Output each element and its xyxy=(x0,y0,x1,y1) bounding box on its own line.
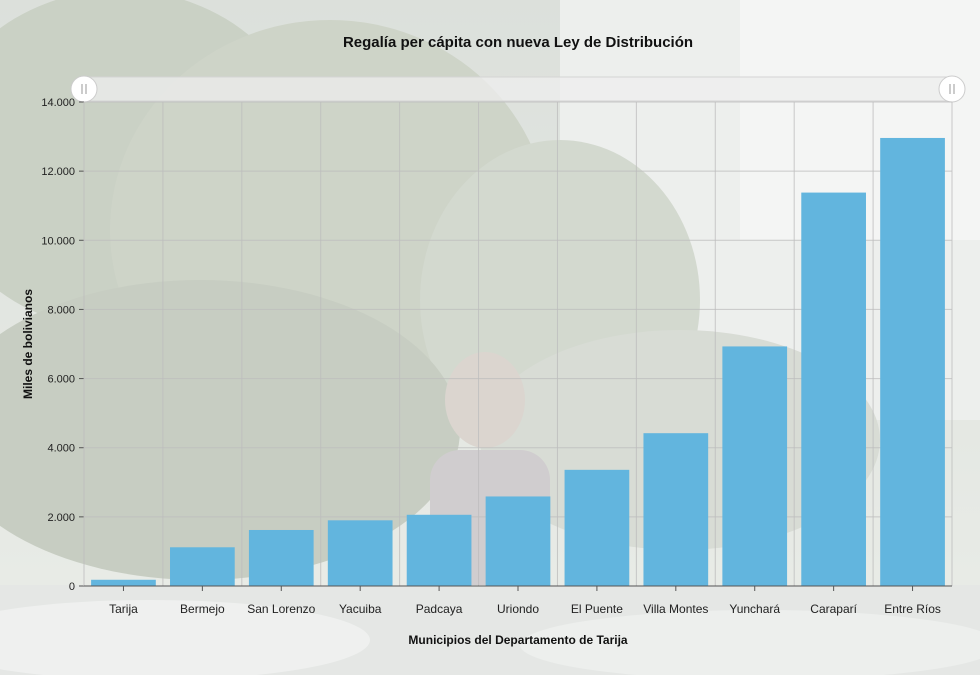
bar[interactable] xyxy=(564,469,630,586)
y-axis-title: Miles de bolivianos xyxy=(21,289,35,399)
bar[interactable] xyxy=(722,346,788,586)
scrollbar-track[interactable] xyxy=(83,76,953,102)
y-tick-label: 4.000 xyxy=(47,443,75,455)
bar[interactable] xyxy=(327,520,393,586)
x-tick-label: Tarija xyxy=(109,602,138,616)
grip-icon xyxy=(949,84,955,94)
y-tick-label: 2.000 xyxy=(47,512,75,524)
y-tick-label: 10.000 xyxy=(41,235,75,247)
x-tick-label: Yunchará xyxy=(729,602,780,616)
bar[interactable] xyxy=(801,192,866,586)
y-tick-label: 0 xyxy=(69,581,75,593)
bars xyxy=(91,137,945,586)
x-tick-label: Bermejo xyxy=(180,602,225,616)
bar[interactable] xyxy=(170,547,235,586)
bar[interactable] xyxy=(643,433,709,586)
x-tick-label: Entre Ríos xyxy=(884,602,941,616)
y-tick-label: 14.000 xyxy=(41,97,75,109)
bar[interactable] xyxy=(485,496,551,586)
bar[interactable] xyxy=(91,579,156,586)
x-tick-label: San Lorenzo xyxy=(247,602,315,616)
chart-title: Regalía per cápita con nueva Ley de Dist… xyxy=(343,34,693,51)
bar[interactable] xyxy=(248,529,314,586)
x-tick-label: Yacuiba xyxy=(339,602,382,616)
grip-icon xyxy=(81,84,87,94)
y-tick-label: 6.000 xyxy=(47,374,75,386)
x-tick-label: Villa Montes xyxy=(643,602,708,616)
y-tick-label: 12.000 xyxy=(41,166,75,178)
x-axis-title: Municipios del Departamento de Tarija xyxy=(408,633,627,647)
x-tick-label: Padcaya xyxy=(416,602,463,616)
x-tick-label: Caraparí xyxy=(810,602,857,616)
bar[interactable] xyxy=(880,137,945,586)
y-tick-label: 8.000 xyxy=(47,304,75,316)
x-tick-labels: Tarija Bermejo San Lorenzo Yacuiba Padcaya Ur… xyxy=(109,586,941,616)
x-tick-label: El Puente xyxy=(571,602,623,616)
scrollbar-right-handle[interactable] xyxy=(938,75,966,103)
x-tick-label: Uriondo xyxy=(497,602,539,616)
y-tick-labels: 0 2.000 4.000 6.000 8.000 10.000 12.000 14.000 xyxy=(41,97,75,593)
bar[interactable] xyxy=(406,514,472,586)
